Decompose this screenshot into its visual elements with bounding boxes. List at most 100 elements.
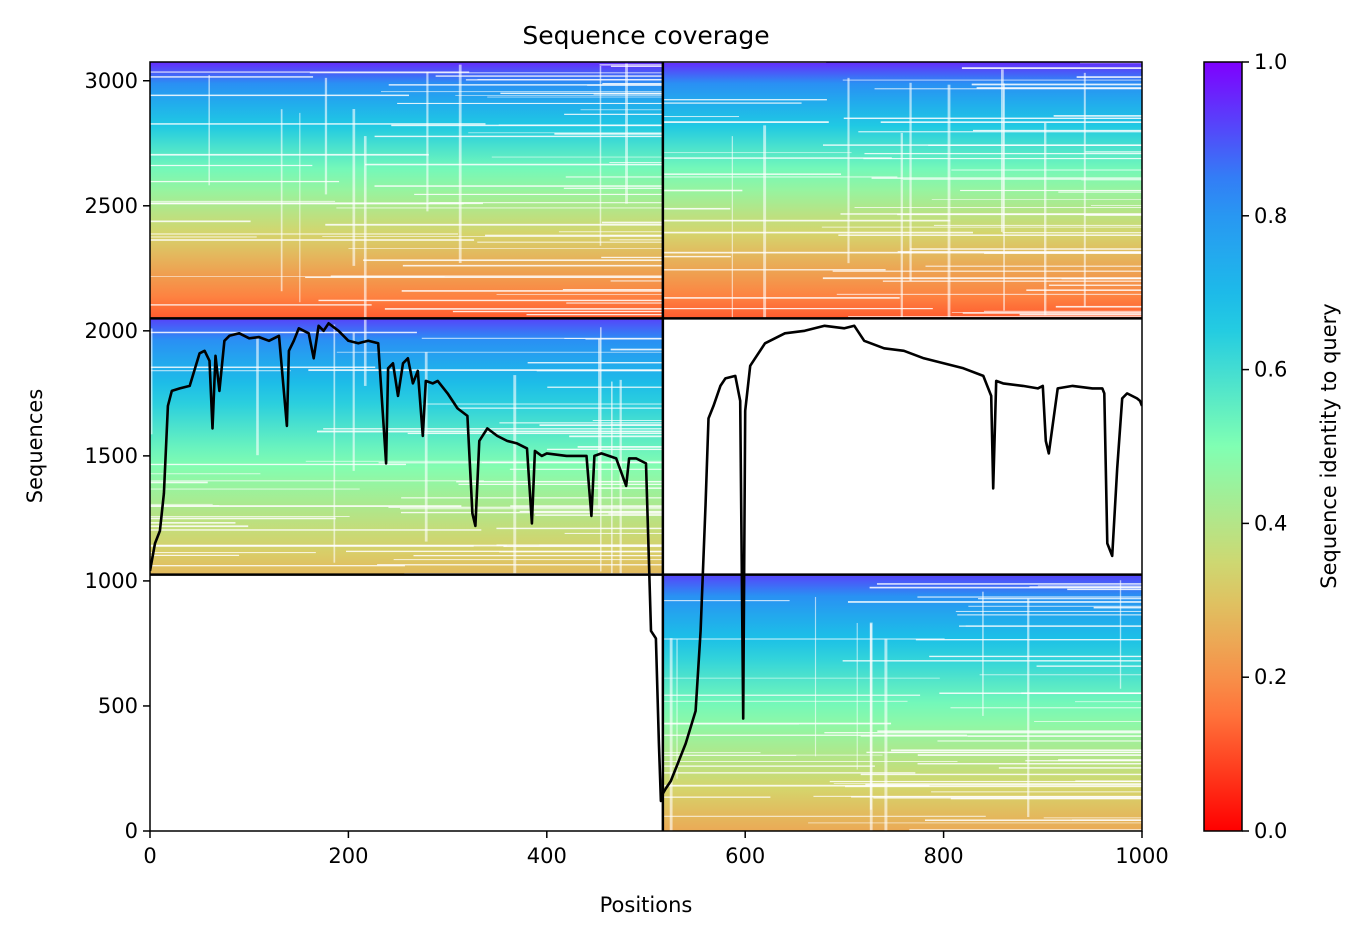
gap-streak — [348, 248, 663, 249]
gap-streak — [869, 586, 1142, 589]
gap-streak — [950, 797, 1142, 800]
gap-streak — [871, 177, 1142, 179]
gap-streak — [150, 76, 314, 78]
gap-streak — [874, 88, 1142, 90]
gap-streak — [562, 289, 663, 291]
gap-streak — [1093, 606, 1142, 609]
gap-streak — [407, 432, 663, 435]
y-tick-label: 500 — [98, 694, 138, 718]
gap-streak — [808, 822, 1142, 824]
gap-streak — [393, 559, 663, 561]
gap-streak — [662, 176, 898, 178]
plot-frame — [149, 61, 1143, 832]
gap-column — [1119, 580, 1122, 689]
gap-streak — [429, 202, 663, 204]
gap-streak — [928, 144, 1142, 146]
gap-streak — [323, 428, 663, 430]
gap-streak — [558, 231, 663, 233]
gap-streak — [1088, 277, 1142, 279]
gap-streak — [580, 109, 663, 111]
gap-streak — [897, 251, 1142, 253]
gap-streak — [960, 189, 1142, 192]
gap-streak — [662, 638, 945, 640]
gap-streak — [309, 72, 663, 74]
gap-streak — [388, 84, 663, 86]
gap-streak — [662, 189, 743, 192]
gap-streak — [965, 625, 1142, 627]
gap-streak — [610, 348, 663, 351]
gap-streak — [909, 829, 1142, 831]
gap-streak — [662, 269, 886, 271]
gap-streak — [150, 71, 470, 73]
gap-streak — [925, 265, 1142, 267]
heatmap-block-segment-2 — [662, 574, 1142, 831]
gap-streak — [150, 220, 251, 223]
gap-streak — [1034, 721, 1142, 722]
gap-column — [208, 75, 210, 186]
gap-streak — [876, 583, 1142, 585]
gap-streak — [503, 545, 663, 548]
gap-streak — [1055, 305, 1142, 308]
gap-streak — [378, 462, 663, 464]
y-axis-label: Sequences — [23, 389, 47, 504]
gap-streak — [662, 102, 802, 104]
gap-streak — [499, 422, 663, 424]
gap-streak — [585, 338, 663, 340]
gap-streak — [1076, 76, 1142, 78]
gap-streak — [608, 513, 663, 515]
gap-streak — [889, 751, 1142, 753]
gap-streak — [336, 207, 663, 209]
gap-streak — [330, 275, 663, 277]
colorbar-tick-label: 0.8 — [1254, 204, 1287, 228]
gap-streak — [554, 132, 663, 135]
gap-streak — [821, 226, 1142, 228]
gap-streak — [848, 316, 1142, 317]
gap-streak — [150, 529, 482, 531]
gap-streak — [150, 525, 249, 528]
gap-streak — [662, 219, 951, 222]
gap-streak — [468, 132, 663, 134]
y-tick-label: 1500 — [85, 444, 138, 468]
gap-streak — [903, 179, 1142, 180]
gap-streak — [414, 193, 663, 196]
gap-column — [458, 64, 462, 264]
gap-streak — [421, 337, 663, 339]
gap-streak — [976, 87, 1142, 89]
gap-streak — [318, 299, 663, 302]
gap-streak — [843, 117, 1142, 120]
gap-streak — [983, 310, 1142, 312]
gap-column — [324, 77, 328, 195]
gap-streak — [458, 483, 663, 485]
y-tick-label: 2500 — [85, 194, 138, 218]
x-tick-label: 600 — [725, 844, 765, 868]
gap-streak — [662, 600, 790, 602]
gap-column — [1003, 83, 1005, 311]
gap-streak — [150, 236, 257, 238]
colorbar-label: Sequence identity to query — [1317, 303, 1341, 588]
gap-streak — [610, 65, 663, 67]
chart-title: Sequence coverage — [522, 21, 769, 50]
gap-streak — [150, 544, 507, 547]
colorbar-tick-label: 1.0 — [1254, 50, 1287, 74]
gap-streak — [877, 730, 1142, 732]
gap-streak — [833, 783, 1142, 784]
gap-streak — [150, 480, 484, 482]
gap-column — [598, 339, 601, 509]
gap-streak — [1075, 701, 1142, 703]
gap-streak — [402, 264, 663, 267]
gap-streak — [984, 252, 1142, 254]
gap-streak — [1085, 151, 1142, 153]
x-axis: 0 200 400 600 800 1000 — [143, 831, 1169, 868]
gap-streak — [609, 239, 663, 241]
gap-streak — [910, 248, 1142, 250]
gap-streak — [150, 366, 376, 368]
gap-streak — [465, 79, 663, 81]
gap-streak — [491, 156, 663, 158]
gap-streak — [150, 473, 261, 475]
gap-streak — [662, 677, 940, 679]
gap-streak — [150, 522, 236, 524]
gap-streak — [662, 761, 958, 762]
gap-streak — [384, 308, 663, 310]
gap-streak — [917, 763, 1142, 765]
